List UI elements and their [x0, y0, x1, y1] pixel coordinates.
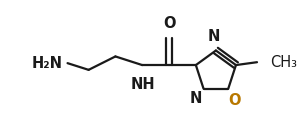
Text: N: N — [190, 92, 202, 107]
Text: CH₃: CH₃ — [270, 55, 297, 70]
Text: O: O — [228, 93, 240, 108]
Text: O: O — [163, 16, 175, 31]
Text: N: N — [208, 29, 220, 44]
Text: H₂N: H₂N — [32, 56, 63, 71]
Text: NH: NH — [131, 77, 156, 92]
